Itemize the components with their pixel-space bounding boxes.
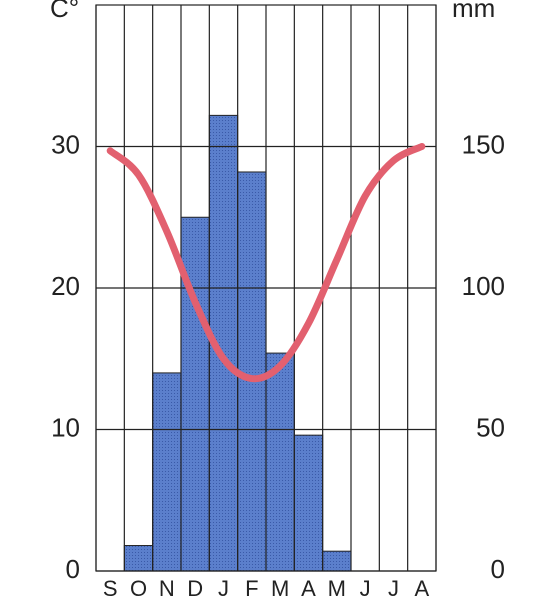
x-tick-label: M (271, 576, 289, 600)
bar (237, 171, 267, 572)
temperature-line (106, 143, 426, 383)
x-tick-label: D (187, 576, 203, 600)
y-tick-label: 20 (51, 271, 80, 301)
y-tick-label: 30 (51, 129, 80, 159)
x-tick-label: O (130, 576, 147, 600)
x-tick-label: S (103, 576, 118, 600)
bar (152, 372, 182, 572)
bar (322, 550, 352, 572)
x-tick-label: M (328, 576, 346, 600)
x-tick-label: A (414, 576, 429, 600)
y-tick-label: 10 (51, 412, 80, 442)
plot-border (95, 4, 437, 572)
x-tick-label: N (159, 576, 175, 600)
y2-tick-label: 0 (491, 554, 505, 584)
x-tick-label: J (218, 576, 229, 600)
bar (265, 352, 295, 572)
bar (293, 434, 324, 572)
y2-axis-title: mm (452, 0, 495, 23)
x-tick-label: F (245, 576, 258, 600)
x-tick-label: A (301, 576, 316, 600)
y-axis-title: C° (50, 0, 79, 23)
x-tick-label: J (360, 576, 371, 600)
y2-tick-label: 100 (462, 271, 505, 301)
y-tick-label: 0 (66, 554, 80, 584)
y2-tick-label: 150 (462, 129, 505, 159)
x-tick-label: J (388, 576, 399, 600)
bar (123, 545, 154, 572)
y2-tick-label: 50 (476, 412, 505, 442)
